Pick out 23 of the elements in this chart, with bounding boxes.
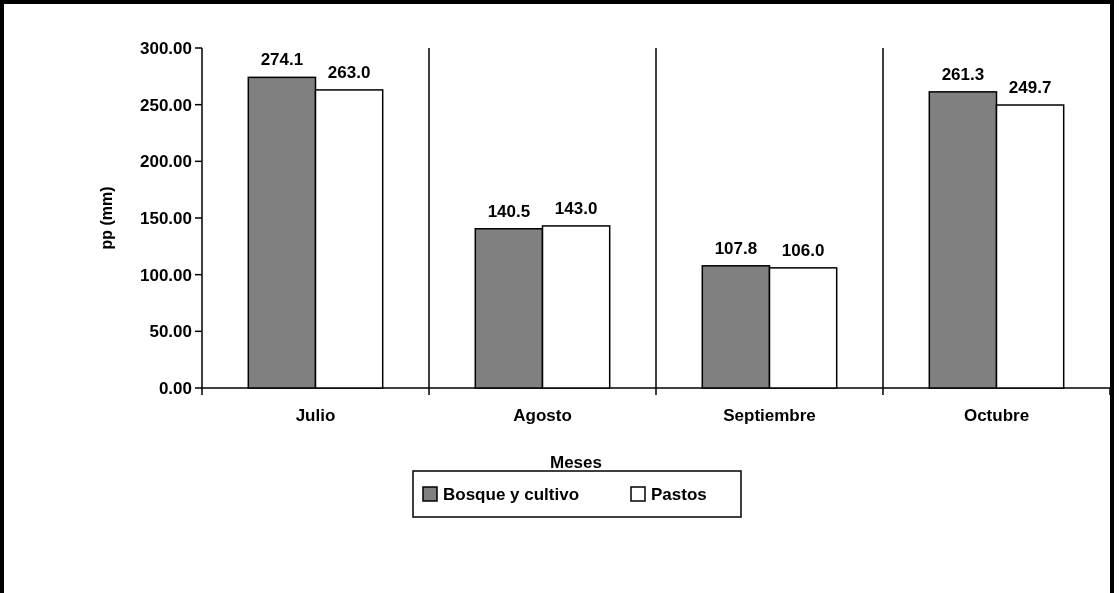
y-tick-label: 250.00 [140,95,192,115]
data-label: 263.0 [327,62,371,82]
x-tick-label: Octubre [963,406,1030,425]
y-tick-label: 0.00 [158,378,192,398]
data-label: 261.3 [941,64,985,84]
data-label: 107.8 [714,238,758,258]
x-tick-label: Agosto [513,406,572,425]
y-tick-label: 150.00 [140,208,192,228]
legend-label: Pastos [651,484,707,504]
y-tick-label: 300.00 [140,38,192,58]
y-tick-label: 100.00 [140,265,192,285]
data-label: 274.1 [260,50,304,70]
x-tick-label: Septiembre [723,406,816,425]
legend-label: Bosque y cultivo [443,484,580,504]
y-tick-label: 50.00 [149,322,192,342]
data-label: 140.5 [487,201,531,221]
data-label: 249.7 [1008,78,1052,98]
data-label: 143.0 [554,198,598,218]
y-tick-label: 200.00 [140,152,192,172]
x-tick-label: Julio [295,406,336,425]
data-label: 106.0 [781,240,825,260]
x-axis-title: Meses [550,453,602,472]
y-axis-title: pp (mm) [98,186,115,250]
